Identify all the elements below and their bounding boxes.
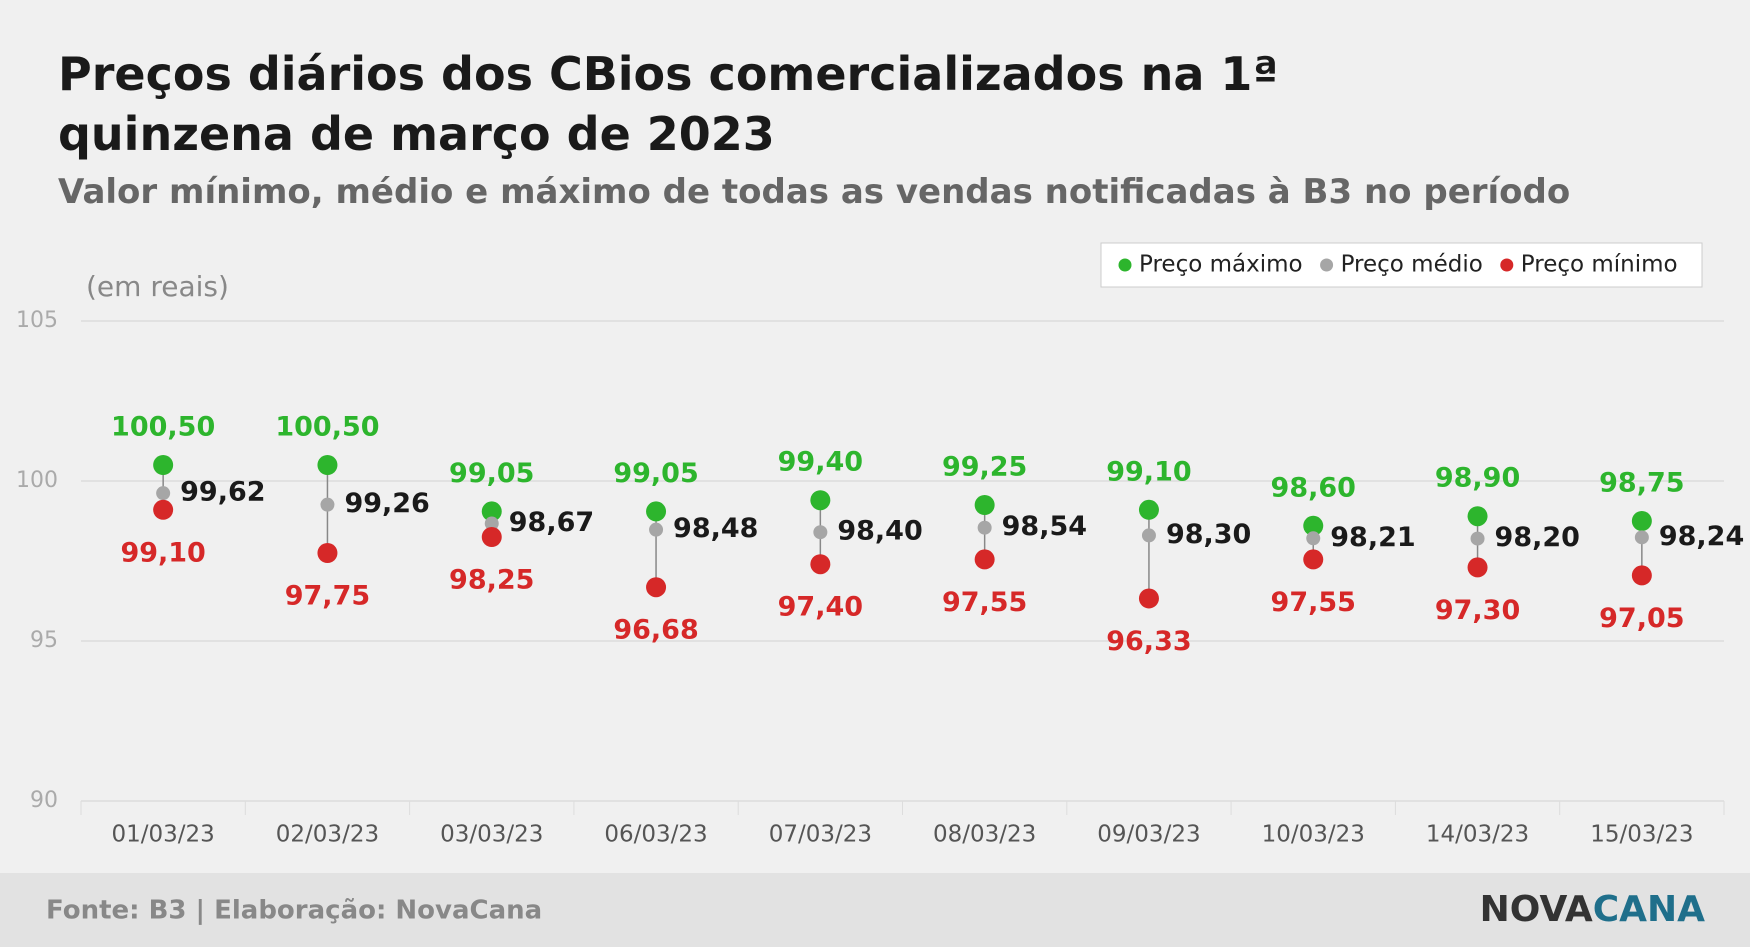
source: Fonte: B3 | Elaboração: NovaCana [46,896,542,926]
dot [1138,588,1159,609]
dot [1303,549,1324,570]
mean-label: 98,48 [673,513,758,544]
mean-label: 99,26 [344,488,429,519]
mean-label: 98,21 [1330,522,1415,553]
max-label: 99,05 [449,458,534,489]
mean-label: 98,24 [1659,521,1744,552]
max-label: 99,05 [613,458,698,489]
mean-label: 98,40 [837,516,922,547]
mean-label: 98,67 [509,507,594,538]
dot [810,490,831,511]
dot [1306,531,1321,546]
dot [153,455,174,475]
dot [317,455,338,475]
x-tick-label: 02/03/23 [276,822,379,848]
chart-subtitle: Valor mínimo, médio e máximo de todas as… [58,172,1571,212]
x-tick-label: 10/03/23 [1262,822,1365,848]
dot [646,501,667,522]
legend-label: Preço médio [1341,252,1483,278]
dot [317,543,338,563]
footer-band [0,873,1750,947]
chart-title: Preços diários dos CBios comercializados… [58,47,1279,161]
dot [320,497,335,512]
dot [974,495,995,515]
y-tick-label: 95 [30,628,58,653]
dot [1138,499,1159,520]
mean-label: 99,62 [180,477,265,508]
dot [646,577,667,598]
x-tick-label: 15/03/23 [1590,822,1693,848]
min-label: 99,10 [120,537,205,568]
min-label: 97,40 [778,592,863,623]
dot [1467,557,1488,578]
dot [1631,511,1652,531]
dot [1303,515,1324,536]
dot [1631,565,1652,586]
max-label: 98,60 [1271,472,1356,503]
legend-label: Preço mínimo [1521,252,1678,278]
dot [649,522,664,537]
x-tick-label: 01/03/23 [111,822,214,848]
x-tick-label: 08/03/23 [933,822,1036,848]
y-tick-label: 100 [16,468,58,493]
y-tick-label: 90 [30,788,58,813]
legend-marker [1320,258,1334,272]
dot [1634,530,1649,545]
x-tick-label: 03/03/23 [440,822,543,848]
max-label: 99,40 [778,447,863,478]
x-tick-label: 14/03/23 [1426,822,1529,848]
x-tick-label: 07/03/23 [769,822,872,848]
min-label: 97,30 [1435,595,1520,626]
legend-marker [1500,258,1514,272]
mean-label: 98,20 [1495,522,1580,553]
dot [974,549,995,570]
y-tick-label: 105 [16,308,58,333]
dot [813,525,828,540]
max-label: 99,10 [1106,456,1191,487]
legend-label: Preço máximo [1139,252,1303,278]
mean-label: 98,54 [1002,511,1087,542]
min-label: 96,33 [1106,626,1191,657]
min-label: 96,68 [613,615,698,646]
logo-part: NOVA [1480,889,1593,930]
max-label: 99,25 [942,452,1027,483]
y-axis-label: (em reais) [86,270,229,303]
max-label: 100,50 [275,412,379,443]
min-label: 97,55 [1271,587,1356,618]
dot [810,554,831,575]
dot [156,486,171,501]
x-tick-label: 06/03/23 [604,822,707,848]
dot [1141,528,1156,543]
dot [481,501,502,522]
min-label: 98,25 [449,565,534,596]
max-label: 98,90 [1435,463,1520,494]
max-label: 100,50 [111,412,215,443]
legend-marker [1118,258,1132,272]
dot [977,520,992,535]
dot [1467,506,1488,527]
min-label: 97,05 [1599,603,1684,634]
legend-box [1100,242,1703,288]
x-tick-label: 09/03/23 [1097,822,1200,848]
dot [481,527,502,547]
max-label: 98,75 [1599,468,1684,499]
mean-label: 98,30 [1166,519,1251,550]
min-label: 97,55 [942,587,1027,618]
logo: NOVACANA [1480,889,1705,930]
min-label: 97,75 [285,581,370,612]
logo-part: CANA [1593,889,1705,930]
dot [153,499,174,520]
dot [1470,531,1485,546]
dot [484,516,499,531]
